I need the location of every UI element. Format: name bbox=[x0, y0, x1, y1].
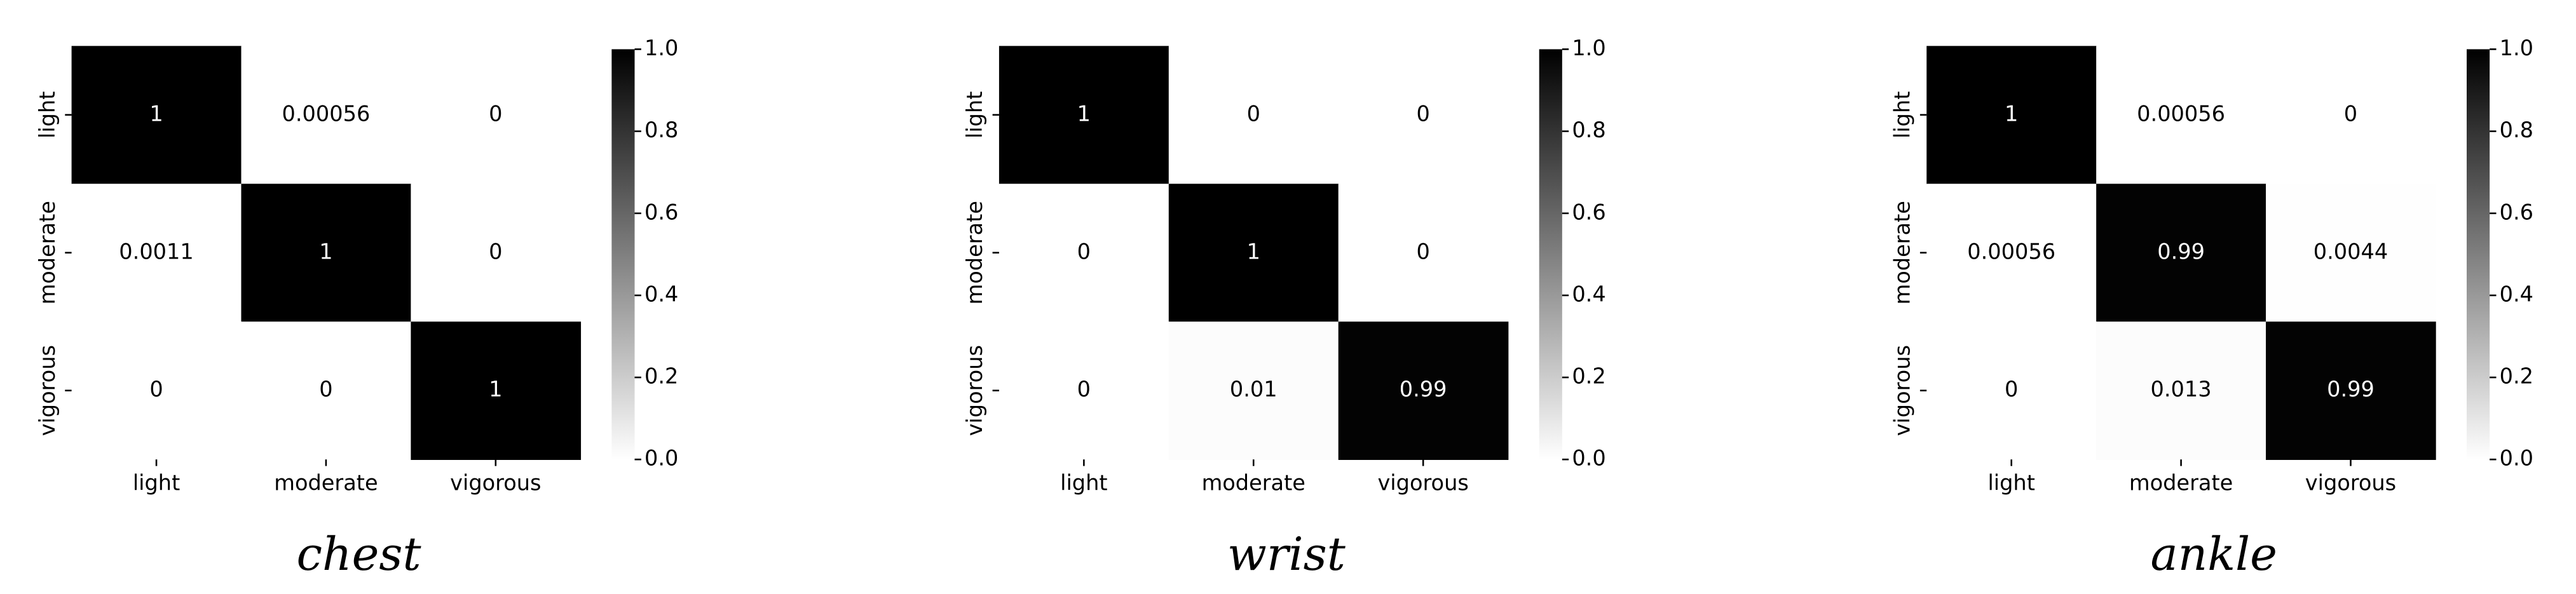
colorbar-tick-label: 0.2 bbox=[1572, 364, 1605, 389]
cell-label: 0 bbox=[489, 101, 502, 126]
heatmap-cell bbox=[1168, 184, 1339, 323]
heatmap-cell bbox=[1168, 321, 1339, 460]
heatmap-cell bbox=[2266, 184, 2436, 323]
chart-title: ankle bbox=[2151, 528, 2277, 581]
cell-label: 0 bbox=[1416, 239, 1429, 264]
y-tick-label: vigorous bbox=[35, 345, 60, 436]
heatmap-cell bbox=[2266, 46, 2436, 185]
cell-label: 0 bbox=[489, 239, 502, 264]
heatmap-cell bbox=[1338, 321, 1509, 460]
cell-label: 0 bbox=[149, 377, 163, 402]
cell-label: 0.00056 bbox=[1967, 239, 2055, 264]
cell-label: 1 bbox=[2005, 101, 2018, 126]
colorbar-tick-label: 0.6 bbox=[2500, 199, 2533, 224]
heatmap-cell bbox=[1926, 321, 2097, 460]
heatmap-cell bbox=[2096, 184, 2266, 323]
x-tick-label: light bbox=[1987, 470, 2034, 495]
cell-label: 0.013 bbox=[2151, 377, 2212, 402]
heatmap-cell bbox=[1338, 184, 1509, 323]
colorbar-tick-label: 0.8 bbox=[2500, 118, 2533, 142]
chart-title: chest bbox=[297, 528, 422, 581]
colorbar-tick-label: 0.4 bbox=[2500, 281, 2533, 306]
colorbar bbox=[2467, 49, 2490, 460]
colorbar-tick-label: 0.0 bbox=[2500, 446, 2533, 471]
colorbar-tick-label: 0.0 bbox=[644, 446, 678, 471]
heatmap-cell bbox=[1338, 46, 1509, 185]
colorbar-tick-label: 0.8 bbox=[1572, 118, 1605, 142]
cell-label: 1 bbox=[1077, 101, 1091, 126]
colorbar-tick-label: 0.8 bbox=[644, 118, 678, 142]
x-tick-label: vigorous bbox=[450, 470, 541, 495]
heatmap-cell bbox=[411, 184, 582, 323]
y-tick-label: vigorous bbox=[1890, 345, 1915, 436]
colorbar-tick-label: 0.4 bbox=[644, 281, 678, 306]
heatmap-cell bbox=[241, 46, 412, 185]
cell-label: 0.99 bbox=[2157, 239, 2205, 264]
cell-label: 1 bbox=[149, 101, 163, 126]
y-tick-label: moderate bbox=[962, 201, 987, 304]
heatmap-cell bbox=[411, 46, 582, 185]
heatmap-cell bbox=[1926, 46, 2097, 185]
colorbar-tick-label: 1.0 bbox=[1572, 36, 1605, 60]
colorbar bbox=[1539, 49, 1562, 460]
colorbar-tick-label: 1.0 bbox=[2500, 36, 2533, 60]
colorbar-tick-label: 0.4 bbox=[1572, 281, 1605, 306]
heatmap-cell bbox=[1168, 46, 1339, 185]
y-tick-label: light bbox=[35, 91, 60, 138]
cell-label: 0 bbox=[2344, 101, 2357, 126]
heatmap-cell bbox=[2096, 321, 2266, 460]
y-tick-label: moderate bbox=[35, 201, 60, 304]
heatmap-cell bbox=[998, 46, 1169, 185]
colorbar-tick-label: 0.2 bbox=[644, 364, 678, 389]
y-tick-label: vigorous bbox=[962, 345, 987, 436]
cell-label: 0.01 bbox=[1230, 377, 1278, 402]
colorbar-tick-label: 0.6 bbox=[644, 199, 678, 224]
cell-label: 0.0011 bbox=[119, 239, 193, 264]
cell-label: 0 bbox=[2005, 377, 2018, 402]
cell-label: 0 bbox=[319, 377, 332, 402]
y-tick-label: light bbox=[962, 91, 987, 138]
x-tick-label: moderate bbox=[1202, 470, 1305, 495]
cell-label: 0 bbox=[1247, 101, 1260, 126]
cell-label: 1 bbox=[489, 377, 502, 402]
cell-label: 0 bbox=[1416, 101, 1429, 126]
heatmap-cell bbox=[998, 184, 1169, 323]
cell-label: 0.00056 bbox=[282, 101, 371, 126]
heatmap-cell bbox=[71, 46, 242, 185]
x-tick-label: light bbox=[133, 470, 180, 495]
heatmap-cell bbox=[71, 184, 242, 323]
y-tick-label: light bbox=[1890, 91, 1915, 138]
heatmap-cell bbox=[998, 321, 1169, 460]
x-tick-label: moderate bbox=[2129, 470, 2233, 495]
colorbar-tick-label: 0.0 bbox=[1572, 446, 1605, 471]
heatmap-cell bbox=[71, 321, 242, 460]
heatmap-cell bbox=[411, 321, 582, 460]
colorbar-tick-label: 0.6 bbox=[1572, 199, 1605, 224]
colorbar bbox=[611, 49, 635, 460]
cell-label: 0 bbox=[1077, 377, 1091, 402]
heatmap-cell bbox=[1926, 184, 2097, 323]
cell-label: 0.00056 bbox=[2137, 101, 2225, 126]
x-tick-label: moderate bbox=[274, 470, 378, 495]
colorbar-tick-label: 1.0 bbox=[644, 36, 678, 60]
cell-label: 1 bbox=[1247, 239, 1260, 264]
cell-label: 0.99 bbox=[2327, 377, 2375, 402]
heatmap-cell bbox=[2266, 321, 2436, 460]
cell-label: 0.99 bbox=[1400, 377, 1447, 402]
x-tick-label: vigorous bbox=[1377, 470, 1468, 495]
y-tick-label: moderate bbox=[1890, 201, 1915, 304]
cell-label: 0 bbox=[1077, 239, 1091, 264]
x-tick-label: light bbox=[1060, 470, 1107, 495]
heatmap-cell bbox=[241, 321, 412, 460]
cell-label: 1 bbox=[319, 239, 332, 264]
cell-label: 0.0044 bbox=[2314, 239, 2388, 264]
x-tick-label: vigorous bbox=[2305, 470, 2396, 495]
colorbar-tick-label: 0.2 bbox=[2500, 364, 2533, 389]
chart-title: wrist bbox=[1227, 528, 1346, 581]
heatmap-cell bbox=[2096, 46, 2266, 185]
heatmap-cell bbox=[241, 184, 412, 323]
